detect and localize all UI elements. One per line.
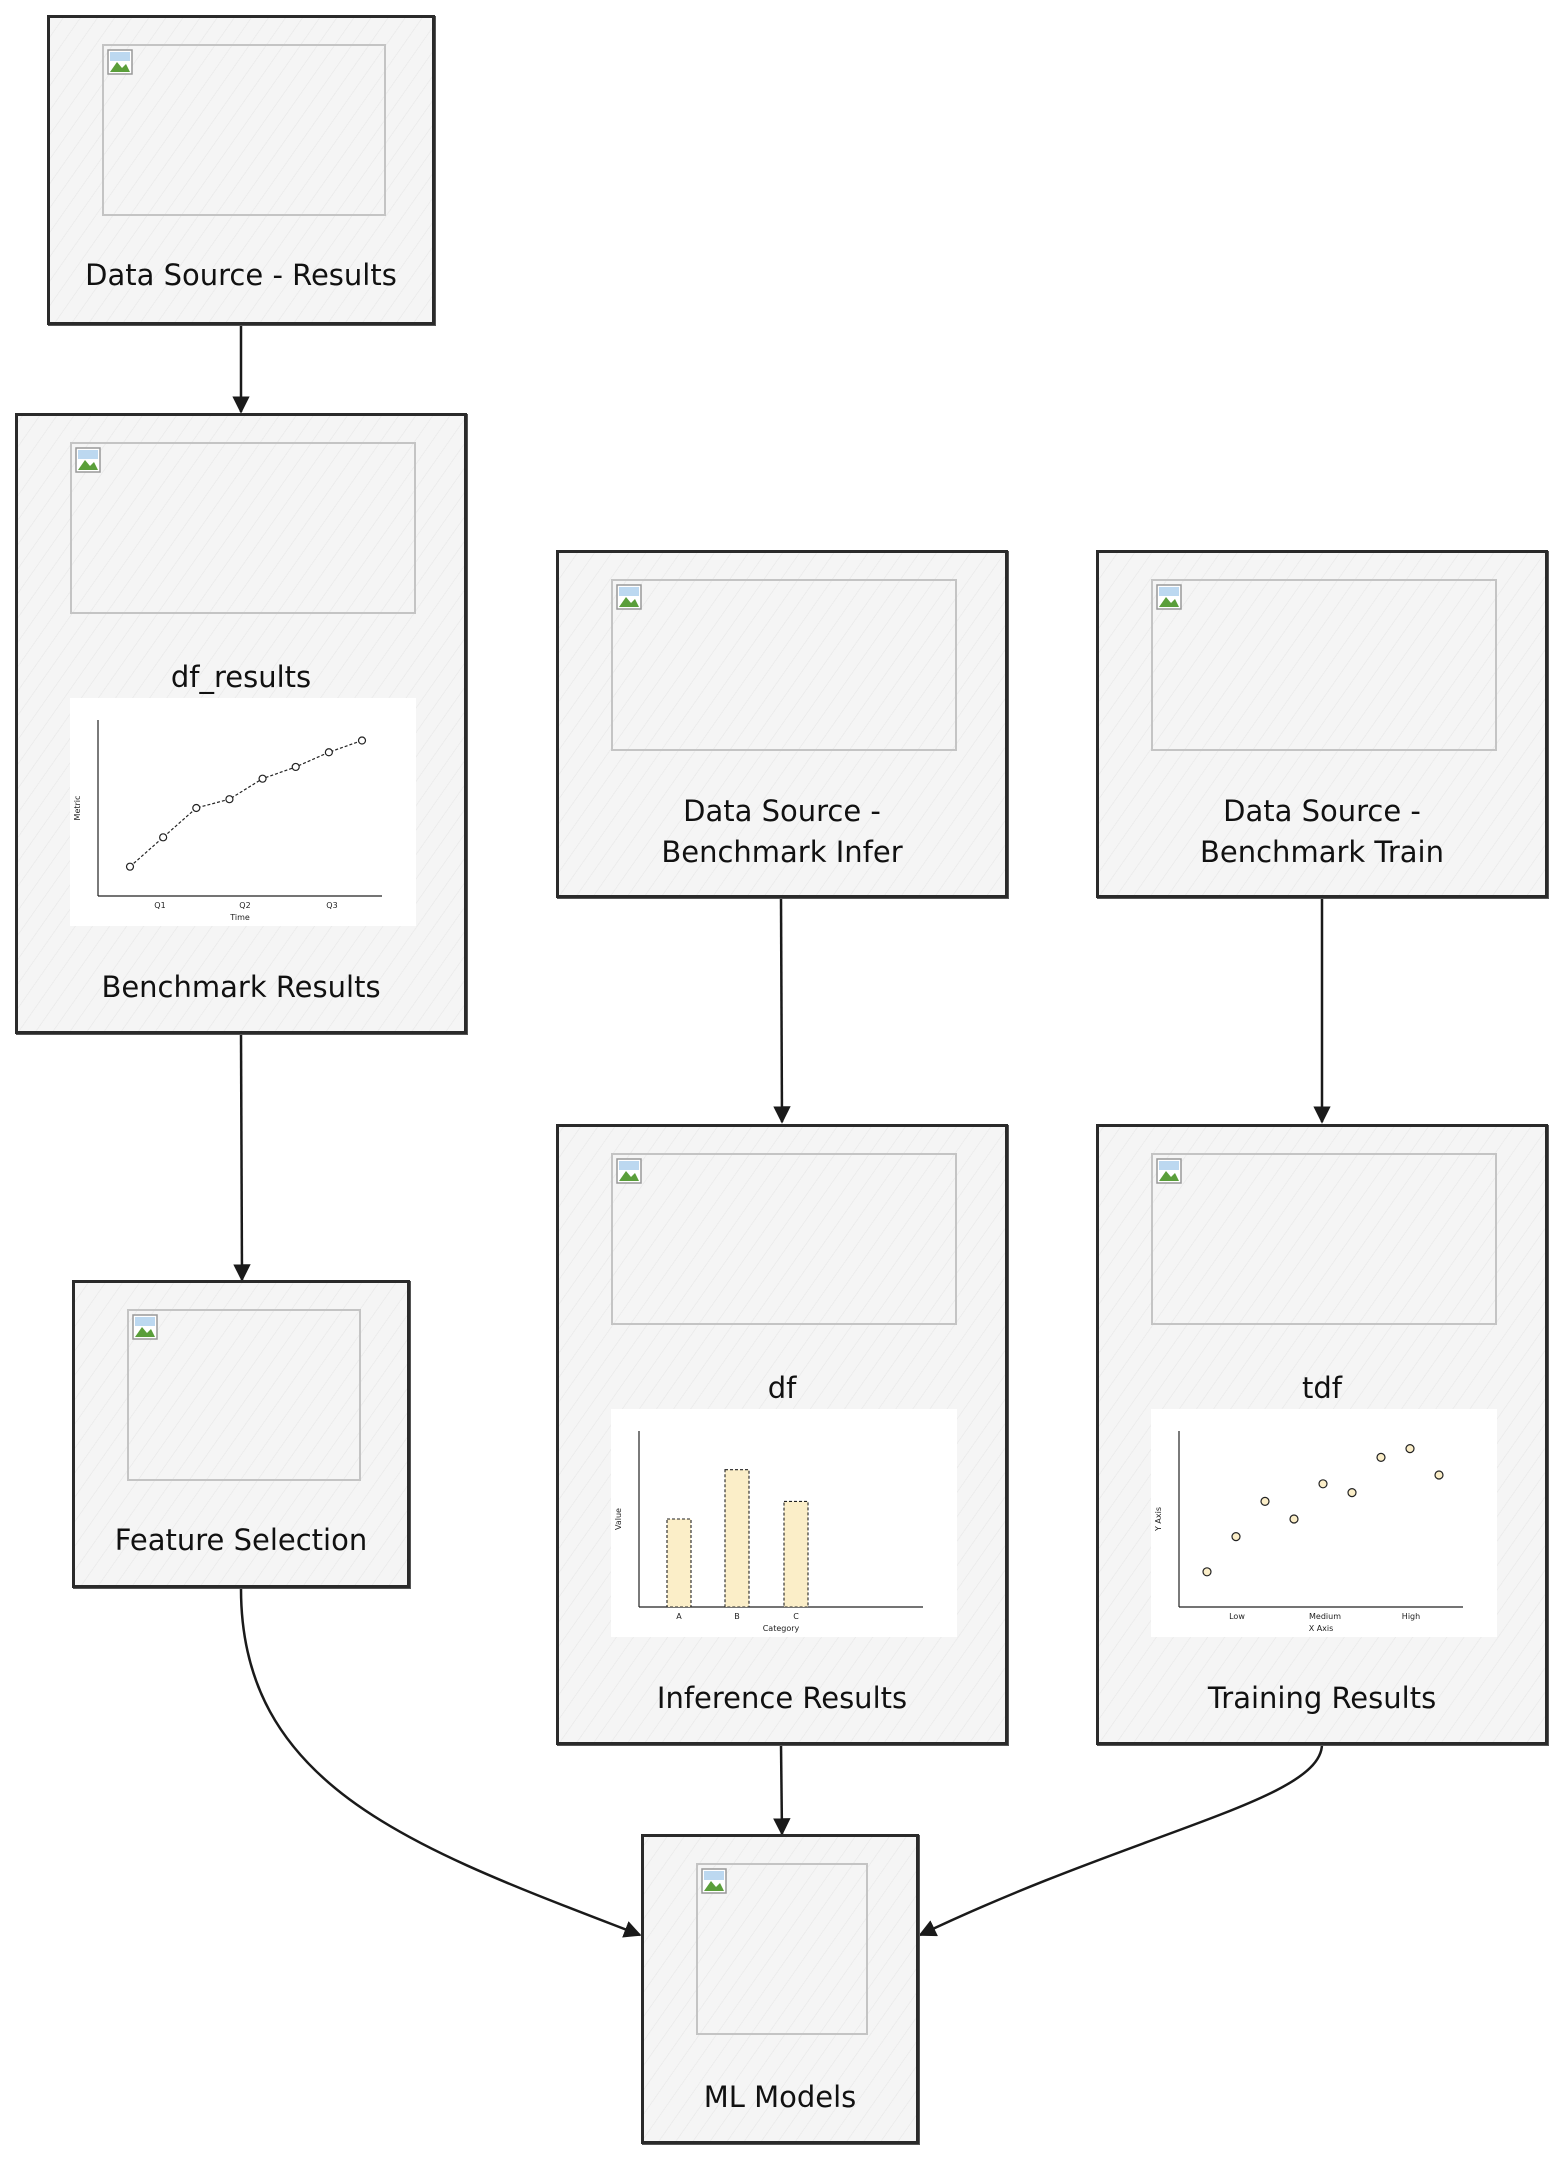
data-point (258, 774, 267, 783)
data-point (1347, 1487, 1357, 1498)
data-point (225, 795, 234, 804)
arrow-training-to-ml (918, 1743, 1324, 1937)
node-training-results[interactable]: tdf X Axis Y Axis Low Medium High Training R… (1096, 1124, 1548, 1745)
y-axis-label: Value (614, 1508, 623, 1530)
node-label: ML Models (703, 2080, 857, 2114)
y-axis-label: Y Axis (1154, 1507, 1163, 1532)
x-tick-label: Q3 (326, 901, 337, 910)
data-point (324, 748, 333, 757)
node-label: Data Source - Results (85, 258, 397, 292)
bar (666, 1518, 692, 1608)
x-axis-label: Time (229, 913, 250, 922)
image-placeholder (611, 579, 957, 751)
node-label-line2: Benchmark Infer (661, 835, 903, 869)
node-label-line1: Data Source - (683, 794, 881, 828)
arrow-inference-to-ml (773, 1743, 791, 1836)
node-ml-models[interactable]: ML Models (641, 1834, 919, 2144)
data-point (1376, 1452, 1386, 1463)
broken-image-icon (701, 1868, 727, 1894)
data-point (291, 762, 300, 772)
x-tick-label: B (734, 1612, 740, 1621)
image-placeholder (127, 1309, 361, 1481)
image-placeholder (1151, 579, 1497, 751)
series-line (129, 739, 363, 868)
broken-image-icon (616, 584, 642, 610)
data-point (1434, 1470, 1444, 1480)
x-axis-label: Category (763, 1624, 800, 1633)
node-label-line1: Data Source - (1223, 794, 1421, 828)
broken-image-icon (132, 1314, 158, 1340)
image-placeholder (611, 1153, 957, 1325)
data-point (159, 833, 168, 842)
x-axis-label: X Axis (1309, 1624, 1334, 1633)
data-point (357, 736, 367, 745)
node-subtitle: tdf (1302, 1371, 1342, 1405)
node-data-source-train[interactable]: Data Source - Benchmark Train (1096, 550, 1548, 898)
image-placeholder (1151, 1153, 1497, 1325)
broken-image-icon (616, 1158, 642, 1184)
bar (724, 1469, 750, 1608)
x-tick-label: A (676, 1612, 682, 1621)
data-point (1405, 1443, 1415, 1454)
node-subtitle: df (767, 1371, 797, 1405)
x-tick-label: Low (1229, 1612, 1245, 1621)
node-label: Inference Results (656, 1681, 908, 1715)
bar (783, 1500, 809, 1608)
data-point (1260, 1496, 1270, 1507)
x-tick-label: Medium (1309, 1612, 1341, 1621)
scatter-chart: X Axis Y Axis Low Medium High (1151, 1409, 1497, 1637)
broken-image-icon (75, 447, 101, 473)
arrow-infer-source-to-inference (773, 897, 791, 1124)
image-placeholder (70, 442, 416, 614)
data-point (125, 862, 135, 871)
data-point (1231, 1531, 1241, 1542)
broken-image-icon (1156, 584, 1182, 610)
y-axis-label: Metric (73, 796, 82, 821)
arrow-feature-to-ml (239, 1588, 642, 1938)
x-tick-label: High (1402, 1612, 1420, 1621)
node-benchmark-results[interactable]: df_results Time Metric Q1 Q2 Q3 Benchmark Re… (15, 413, 467, 1034)
node-label-line2: Benchmark Train (1200, 835, 1444, 869)
node-label: Training Results (1207, 1681, 1437, 1715)
node-label: Benchmark Results (101, 970, 381, 1004)
x-tick-label: Q1 (154, 901, 165, 910)
data-point (192, 803, 201, 813)
data-point (1202, 1567, 1212, 1577)
bar-chart: Category Value A B C (611, 1409, 957, 1637)
node-inference-results[interactable]: df Category Value A B C Inference Results (556, 1124, 1008, 1745)
image-placeholder (696, 1863, 868, 2035)
data-point (1289, 1514, 1299, 1524)
node-feature-selection[interactable]: Feature Selection (72, 1280, 410, 1588)
image-placeholder (102, 44, 386, 216)
node-data-source-infer[interactable]: Data Source - Benchmark Infer (556, 550, 1008, 898)
arrow-benchmark-to-feature (233, 1032, 251, 1282)
data-point (1318, 1479, 1328, 1489)
line-chart: Time Metric Q1 Q2 Q3 (70, 698, 416, 926)
node-data-source-results[interactable]: Data Source - Results (47, 15, 435, 325)
x-tick-label: Q2 (239, 901, 250, 910)
broken-image-icon (1156, 1158, 1182, 1184)
node-subtitle: df_results (170, 660, 312, 694)
broken-image-icon (107, 49, 133, 75)
x-tick-label: C (793, 1612, 799, 1621)
node-label: Feature Selection (114, 1523, 368, 1557)
